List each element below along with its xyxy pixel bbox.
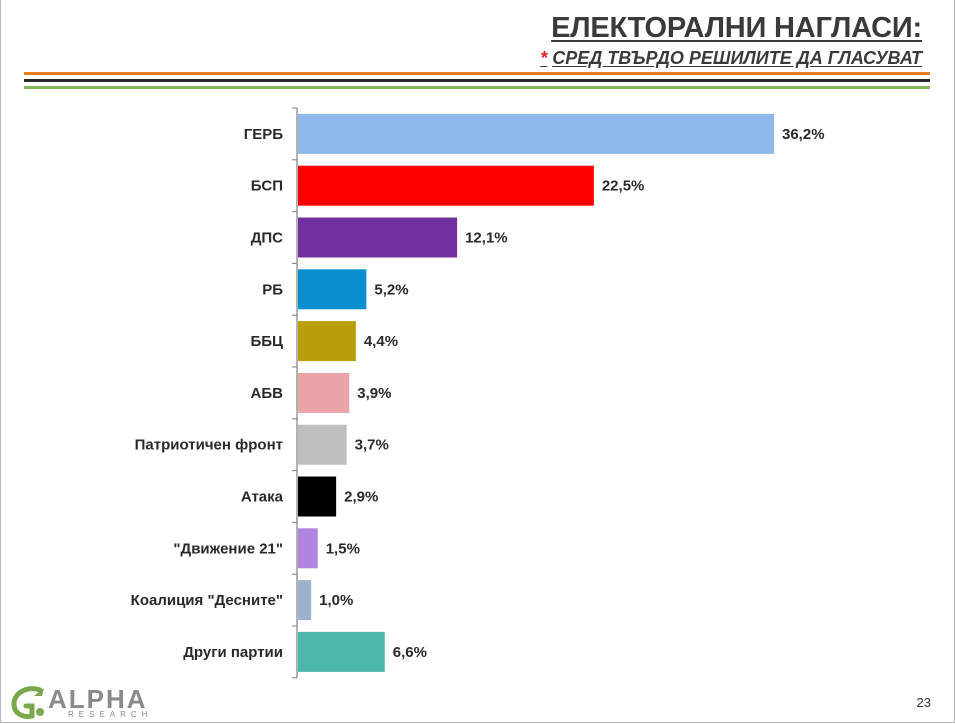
category-label: РБ xyxy=(262,281,283,298)
value-label: 12,1% xyxy=(465,230,508,247)
value-label: 1,0% xyxy=(319,592,353,609)
value-label: 3,7% xyxy=(355,437,389,454)
logo-subtext: RESEARCH xyxy=(68,710,153,719)
category-label: Патриотичен фронт xyxy=(135,437,283,454)
header-rule-green xyxy=(24,86,930,89)
value-label: 6,6% xyxy=(393,644,427,661)
value-label: 36,2% xyxy=(782,126,825,143)
value-label: 2,9% xyxy=(344,489,378,506)
header-rule-black xyxy=(24,79,930,82)
bar xyxy=(298,580,312,621)
category-label: АБВ xyxy=(251,385,284,402)
bar xyxy=(298,372,350,413)
bar xyxy=(298,217,458,258)
bar xyxy=(298,165,594,206)
subtitle-text: СРЕД ТВЪРДО РЕШИЛИТЕ ДА ГЛАСУВАТ xyxy=(552,48,922,68)
page-title: ЕЛЕКТОРАЛНИ НАГЛАСИ: xyxy=(551,12,922,44)
bar xyxy=(298,424,347,465)
value-label: 22,5% xyxy=(602,178,645,195)
category-label: ББЦ xyxy=(250,333,283,350)
logo-wordmark: ALPHA xyxy=(48,684,148,714)
value-label: 4,4% xyxy=(364,333,398,350)
alpha-research-logo: ALPHA RESEARCH xyxy=(10,684,160,720)
page-subtitle: * СРЕД ТВЪРДО РЕШИЛИТЕ ДА ГЛАСУВАТ xyxy=(540,48,922,69)
page-number: 23 xyxy=(916,695,931,710)
value-label: 5,2% xyxy=(374,281,408,298)
value-label: 1,5% xyxy=(326,540,360,557)
value-label: 3,9% xyxy=(357,385,391,402)
bar xyxy=(298,476,337,517)
category-label: Атака xyxy=(241,489,284,506)
category-label: ГЕРБ xyxy=(244,126,284,143)
bar xyxy=(298,321,356,362)
bar xyxy=(298,528,318,569)
alpha-research-logo-icon xyxy=(11,686,44,719)
bar xyxy=(298,113,774,154)
bar xyxy=(298,631,385,672)
category-label: Коалиция "Десните" xyxy=(131,592,283,609)
subtitle-asterisk: * xyxy=(540,48,548,68)
bar xyxy=(298,269,367,310)
category-label: "Движение 21" xyxy=(173,540,283,557)
category-label: БСП xyxy=(251,178,283,195)
category-label: Други партии xyxy=(183,644,283,661)
category-label: ДПС xyxy=(251,230,283,247)
header-rule-orange xyxy=(24,72,930,75)
